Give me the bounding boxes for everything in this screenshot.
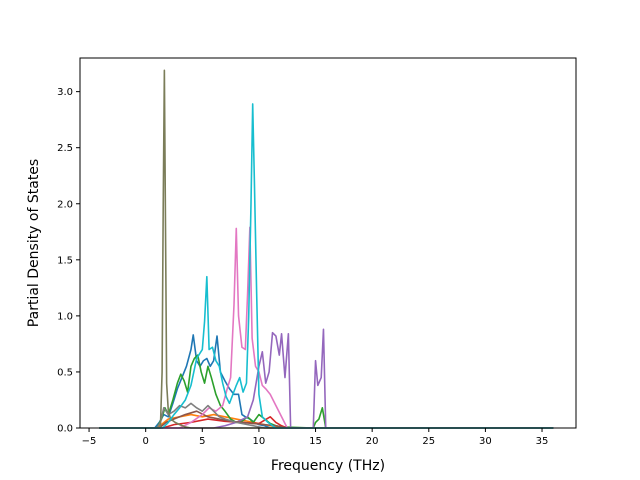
x-tick-label: 25 [422,436,435,447]
series-line-9 [99,69,554,429]
y-tick-label: 2.5 [57,143,73,154]
y-tick-label: 0.0 [57,424,73,435]
x-axis-label: Frequency (THz) [271,458,385,474]
x-tick-label: −5 [82,436,97,447]
x-tick-label: 30 [479,436,492,447]
x-tick-label: 15 [309,436,322,447]
series-line-8 [99,402,554,429]
y-tick-label: 1.5 [57,255,73,266]
plot-frame [79,57,577,429]
x-tick-label: 0 [142,436,148,447]
y-tick-label: 2.0 [57,199,73,210]
y-axis: 0.0 0.5 1.0 1.5 2.0 2.5 3.0 [57,87,80,435]
x-tick-label: 20 [366,436,379,447]
y-tick-label: 0.5 [57,367,73,378]
x-tick-label: 5 [199,436,205,447]
series-line-7 [99,226,554,429]
series-line-6 [99,410,554,429]
x-axis: −5 0 5 10 15 20 25 30 35 [82,428,549,447]
y-tick-label: 1.0 [57,311,73,322]
series-line-10 [99,103,554,429]
y-axis-label: Partial Density of States [26,159,42,327]
x-tick-label: 35 [536,436,549,447]
y-tick-label: 3.0 [57,87,73,98]
series-group [99,69,554,429]
x-tick-label: 10 [253,436,266,447]
